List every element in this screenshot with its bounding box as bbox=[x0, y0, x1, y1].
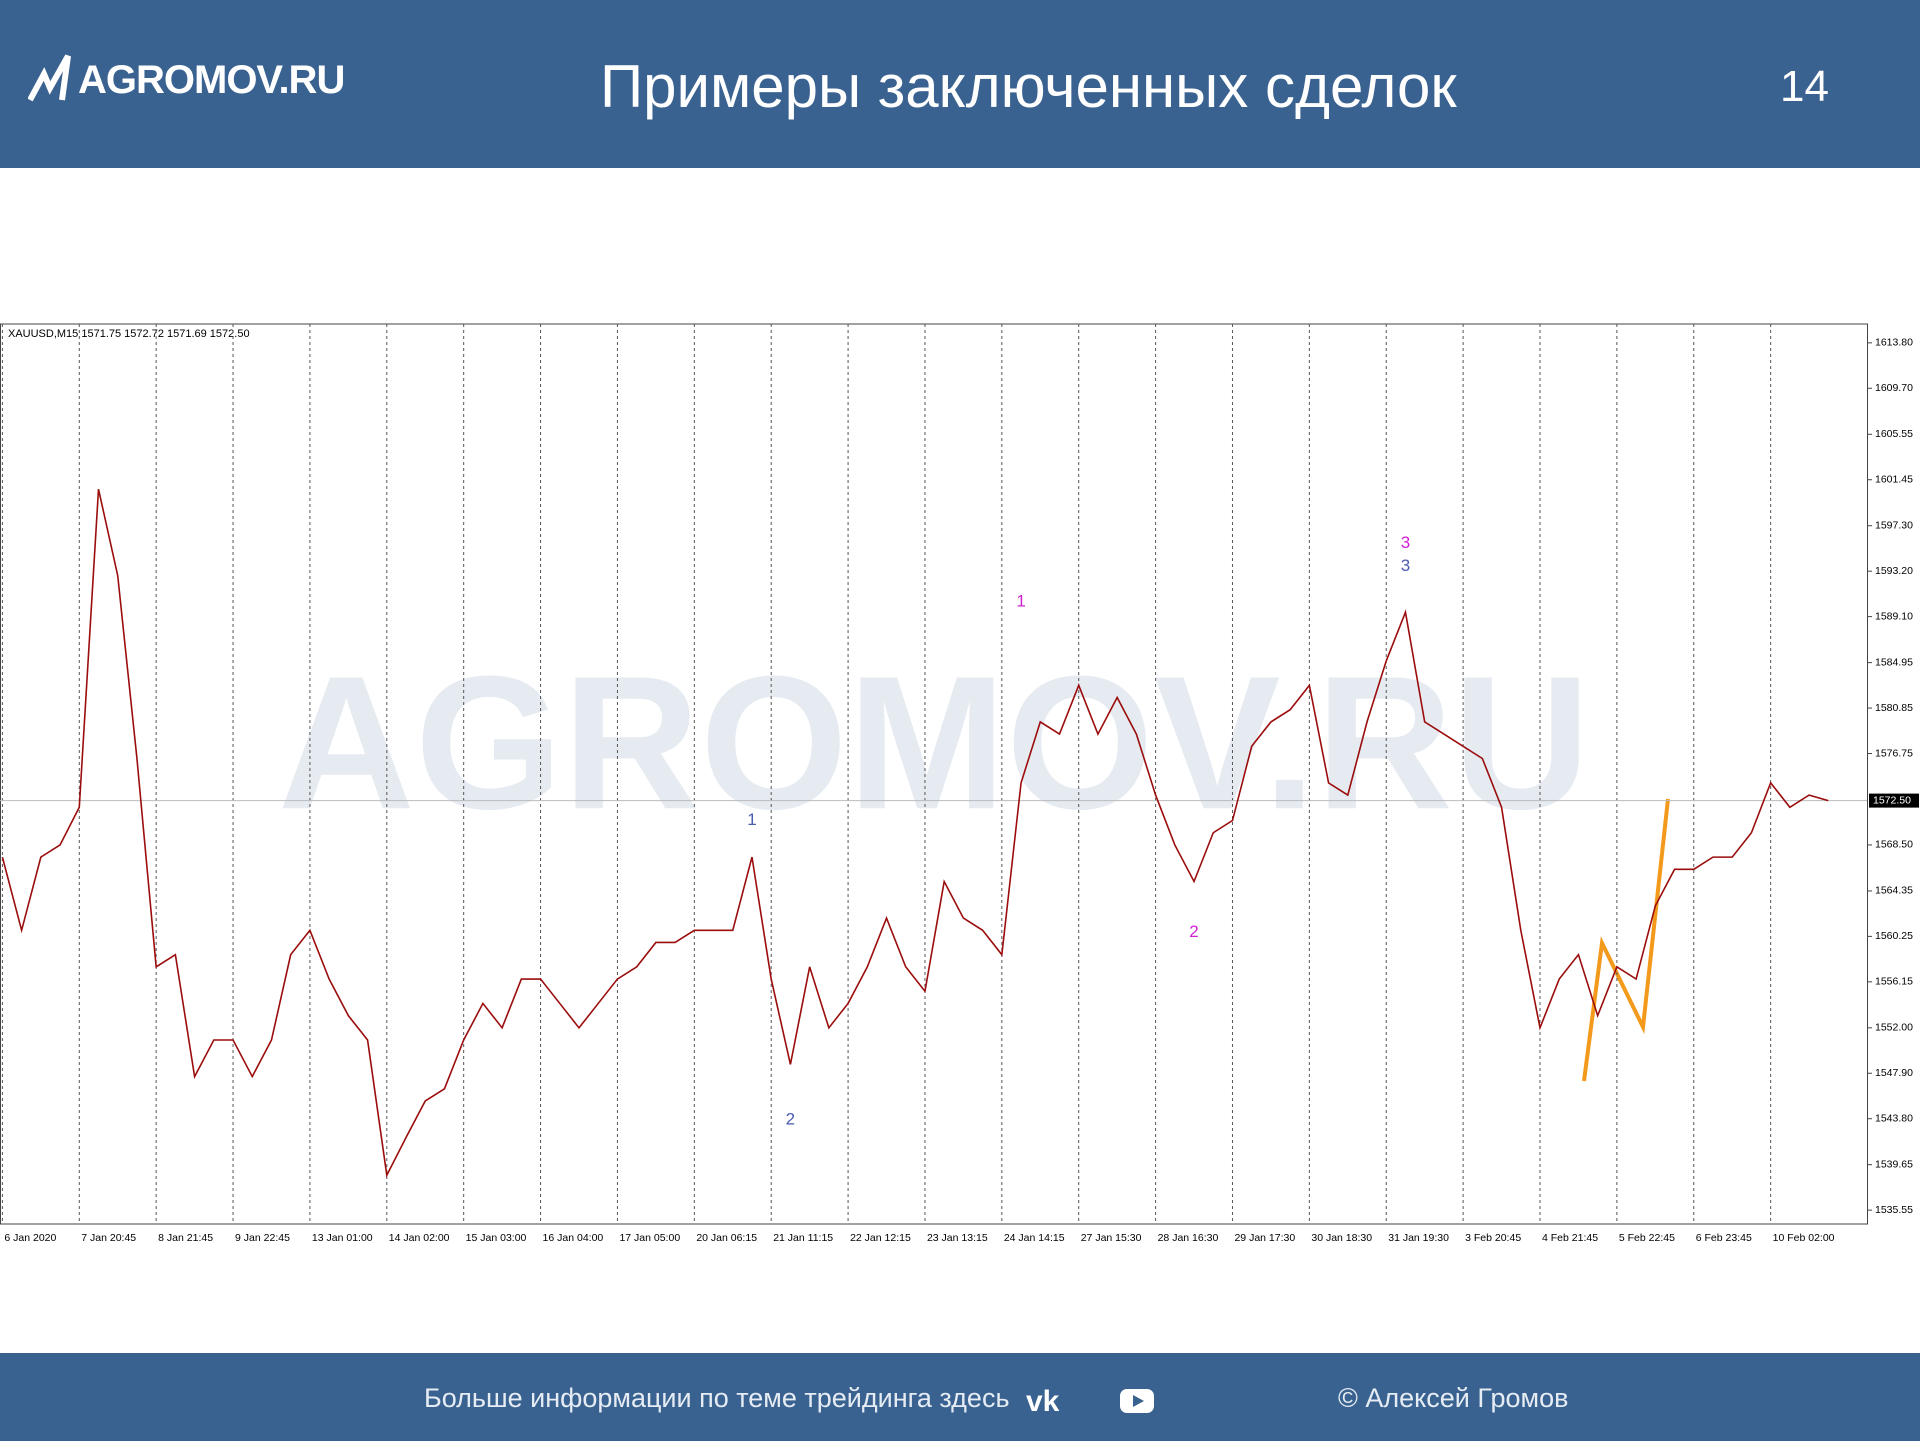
x-tick-label: 28 Jan 16:30 bbox=[1158, 1232, 1219, 1244]
wave-label: 3 bbox=[1401, 533, 1410, 552]
x-tick-label: 21 Jan 11:15 bbox=[773, 1232, 833, 1244]
wave-label: 2 bbox=[786, 1109, 795, 1128]
x-tick-label: 30 Jan 18:30 bbox=[1311, 1232, 1372, 1244]
x-tick-label: 3 Feb 20:45 bbox=[1465, 1232, 1521, 1244]
y-tick-label: 1584.95 bbox=[1875, 656, 1913, 668]
copyright: © Алексей Громов bbox=[1338, 1383, 1569, 1413]
y-tick-label: 1597.30 bbox=[1875, 520, 1913, 532]
x-tick-label: 13 Jan 01:00 bbox=[312, 1232, 373, 1244]
y-tick-label: 1576.75 bbox=[1875, 747, 1913, 759]
chart-header: XAUUSD,M15 1571.75 1572.72 1571.69 1572.… bbox=[8, 328, 250, 340]
x-tick-label: 14 Jan 02:00 bbox=[389, 1232, 450, 1244]
social-icons: vk bbox=[1026, 1385, 1154, 1418]
y-tick-label: 1613.80 bbox=[1875, 337, 1913, 349]
y-tick-label: 1564.35 bbox=[1875, 885, 1913, 897]
header: AGROMOV.RU Примеры заключенных сделок 14 bbox=[0, 0, 1920, 168]
y-tick-label: 1560.25 bbox=[1875, 930, 1913, 942]
x-tick-label: 6 Feb 23:45 bbox=[1696, 1232, 1752, 1244]
y-tick-label: 1539.65 bbox=[1875, 1158, 1913, 1170]
y-tick-label: 1568.50 bbox=[1875, 839, 1913, 851]
x-tick-label: 31 Jan 19:30 bbox=[1388, 1232, 1449, 1244]
watermark: AGROMOV.RU bbox=[278, 637, 1591, 849]
x-tick-label: 27 Jan 15:30 bbox=[1081, 1232, 1142, 1244]
y-tick-label: 1589.10 bbox=[1875, 610, 1913, 622]
chart: XAUUSD,M15 1571.75 1572.72 1571.69 1572.… bbox=[0, 323, 1919, 1244]
y-tick-label: 1593.20 bbox=[1875, 565, 1913, 577]
x-tick-label: 20 Jan 06:15 bbox=[696, 1232, 757, 1244]
y-tick-label: 1543.80 bbox=[1875, 1112, 1913, 1124]
x-tick-label: 22 Jan 12:15 bbox=[850, 1232, 911, 1244]
x-tick-label: 5 Feb 22:45 bbox=[1619, 1232, 1675, 1244]
plot-frame bbox=[0, 323, 1868, 1225]
y-tick-label: 1552.00 bbox=[1875, 1022, 1913, 1034]
footer-text: Больше информации по теме трейдинга здес… bbox=[424, 1383, 1010, 1413]
y-tick-label: 1556.15 bbox=[1875, 976, 1913, 988]
y-tick-label: 1601.45 bbox=[1875, 474, 1913, 486]
x-tick-label: 10 Feb 02:00 bbox=[1773, 1232, 1835, 1244]
y-tick-label: 1535.55 bbox=[1875, 1204, 1913, 1216]
x-tick-label: 4 Feb 21:45 bbox=[1542, 1232, 1598, 1244]
current-price-box bbox=[1869, 793, 1919, 808]
x-tick-label: 7 Jan 20:45 bbox=[81, 1232, 136, 1244]
slide-title: Примеры заключенных сделок bbox=[600, 53, 1457, 120]
price-line bbox=[1, 488, 1829, 1178]
page-number: 14 bbox=[1780, 62, 1829, 111]
vk-icon: vk bbox=[1026, 1385, 1060, 1418]
x-tick-label: 23 Jan 13:15 bbox=[927, 1232, 988, 1244]
x-tick-label: 17 Jan 05:00 bbox=[619, 1232, 680, 1244]
x-tick-label: 6 Jan 2020 bbox=[4, 1232, 56, 1244]
wave-label: 2 bbox=[1189, 922, 1198, 941]
y-tick-label: 1605.55 bbox=[1875, 428, 1913, 440]
wave-label: 1 bbox=[1016, 592, 1025, 611]
y-tick-label: 1547.90 bbox=[1875, 1067, 1913, 1079]
x-tick-label: 9 Jan 22:45 bbox=[235, 1232, 290, 1244]
x-tick-label: 24 Jan 14:15 bbox=[1004, 1232, 1065, 1244]
x-tick-label: 8 Jan 21:45 bbox=[158, 1232, 213, 1244]
y-tick-label: 1609.70 bbox=[1875, 382, 1913, 394]
footer: Больше информации по теме трейдинга здес… bbox=[0, 1353, 1920, 1441]
wave-label: 1 bbox=[747, 810, 756, 829]
wave-label: 3 bbox=[1401, 556, 1410, 575]
trade-zigzag bbox=[1582, 798, 1670, 1082]
y-tick-label: 1580.85 bbox=[1875, 702, 1913, 714]
logo: AGROMOV.RU bbox=[78, 58, 345, 102]
x-tick-label: 16 Jan 04:00 bbox=[543, 1232, 604, 1244]
x-tick-label: 15 Jan 03:00 bbox=[466, 1232, 527, 1244]
logo-icon bbox=[28, 54, 71, 102]
current-price-label: 1572.50 bbox=[1873, 794, 1911, 806]
x-tick-label: 29 Jan 17:30 bbox=[1234, 1232, 1295, 1244]
